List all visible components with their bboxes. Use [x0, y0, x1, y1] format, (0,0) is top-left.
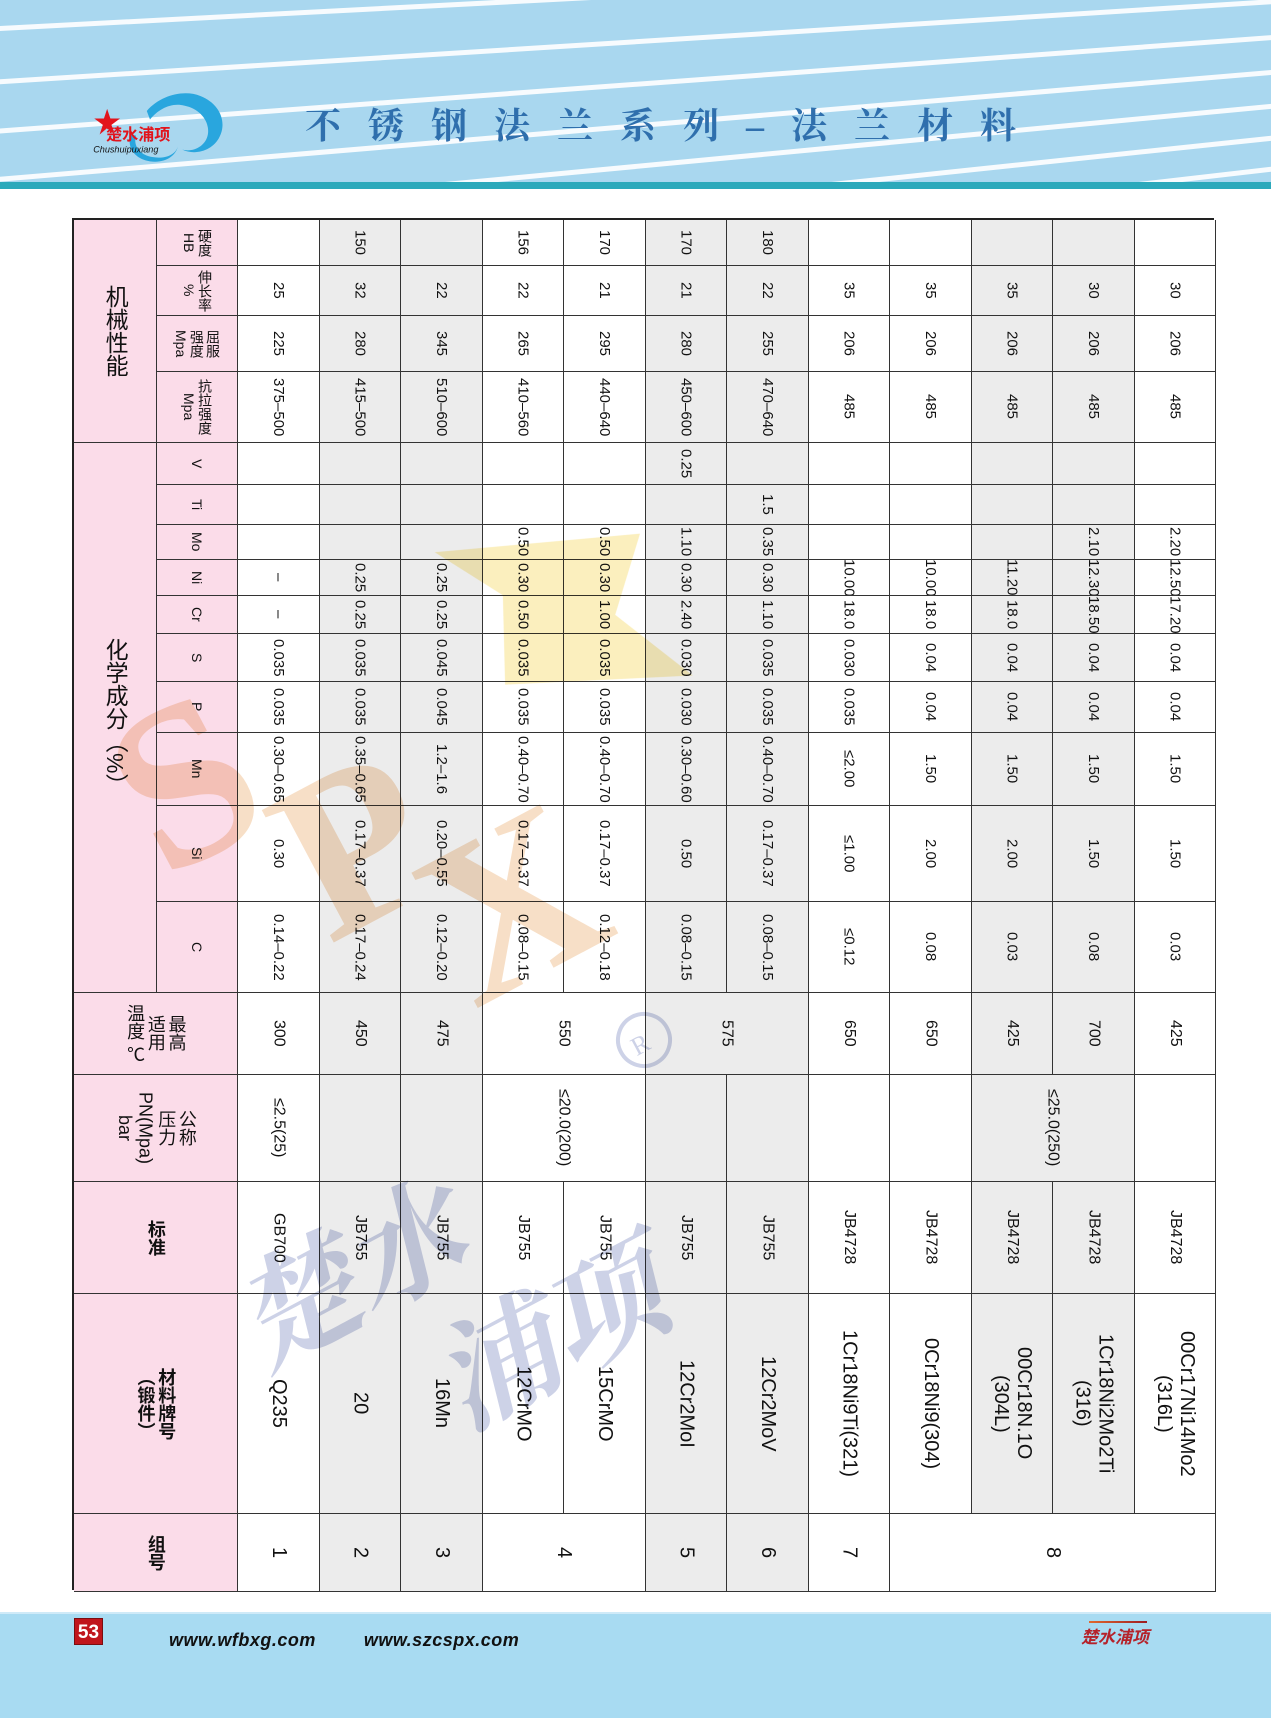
- svg-text:Chushuipuxiang: Chushuipuxiang: [93, 145, 158, 155]
- svg-text:楚水浦项: 楚水浦项: [106, 125, 170, 144]
